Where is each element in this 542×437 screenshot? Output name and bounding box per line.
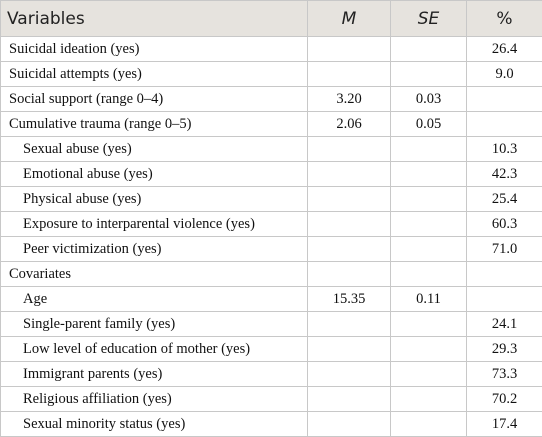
value-cell [391, 37, 467, 62]
value-cell [467, 112, 542, 137]
value-cell [308, 62, 391, 87]
value-cell [308, 337, 391, 362]
value-cell: 15.35 [308, 287, 391, 312]
value-cell: 60.3 [467, 212, 542, 237]
value-cell [391, 262, 467, 287]
value-cell [391, 387, 467, 412]
value-cell: 29.3 [467, 337, 542, 362]
value-cell [308, 387, 391, 412]
table-row: Suicidal ideation (yes) 26.4 [1, 37, 542, 62]
row-label: Immigrant parents (yes) [1, 362, 308, 387]
table-row: Sexual abuse (yes) 10.3 [1, 137, 542, 162]
table-row: Peer victimization (yes) 71.0 [1, 237, 542, 262]
value-cell [308, 362, 391, 387]
value-cell [308, 37, 391, 62]
table-row: Physical abuse (yes) 25.4 [1, 187, 542, 212]
row-label: Sexual abuse (yes) [1, 137, 308, 162]
value-cell: 42.3 [467, 162, 542, 187]
row-label: Covariates [1, 262, 308, 287]
value-cell [391, 187, 467, 212]
value-cell: 0.03 [391, 87, 467, 112]
value-cell [391, 362, 467, 387]
value-cell [467, 87, 542, 112]
header-row: Variables M SE % [1, 1, 542, 37]
value-cell: 25.4 [467, 187, 542, 212]
value-cell [391, 137, 467, 162]
value-cell [308, 262, 391, 287]
row-label: Peer victimization (yes) [1, 237, 308, 262]
row-label: Emotional abuse (yes) [1, 162, 308, 187]
value-cell: 70.2 [467, 387, 542, 412]
table-row: Single-parent family (yes) 24.1 [1, 312, 542, 337]
value-cell [308, 137, 391, 162]
row-label: Single-parent family (yes) [1, 312, 308, 337]
row-label: Age [1, 287, 308, 312]
value-cell [391, 62, 467, 87]
value-cell: 0.11 [391, 287, 467, 312]
table-row: Religious affiliation (yes) 70.2 [1, 387, 542, 412]
value-cell [391, 212, 467, 237]
value-cell: 24.1 [467, 312, 542, 337]
value-cell: 17.4 [467, 412, 542, 437]
row-label: Exposure to interparental violence (yes) [1, 212, 308, 237]
value-cell: 9.0 [467, 62, 542, 87]
row-label: Sexual minority status (yes) [1, 412, 308, 437]
value-cell [308, 412, 391, 437]
table-row: Sexual minority status (yes) 17.4 [1, 412, 542, 437]
value-cell: 26.4 [467, 37, 542, 62]
row-label: Physical abuse (yes) [1, 187, 308, 212]
value-cell [308, 162, 391, 187]
row-label: Low level of education of mother (yes) [1, 337, 308, 362]
header-cell: SE [391, 1, 467, 37]
table-row: Exposure to interparental violence (yes)… [1, 212, 542, 237]
table-row: Low level of education of mother (yes) 29… [1, 337, 542, 362]
header-cell: % [467, 1, 542, 37]
value-cell [391, 162, 467, 187]
value-cell [308, 312, 391, 337]
value-cell: 2.06 [308, 112, 391, 137]
value-cell [308, 212, 391, 237]
value-cell: 3.20 [308, 87, 391, 112]
value-cell: 10.3 [467, 137, 542, 162]
row-label: Suicidal attempts (yes) [1, 62, 308, 87]
header-cell: Variables [1, 1, 308, 37]
value-cell: 71.0 [467, 237, 542, 262]
row-label: Cumulative trauma (range 0–5) [1, 112, 308, 137]
value-cell [308, 237, 391, 262]
header-cell: M [308, 1, 391, 37]
table-row: Suicidal attempts (yes) 9.0 [1, 62, 542, 87]
table-row: Emotional abuse (yes) 42.3 [1, 162, 542, 187]
table-row: Immigrant parents (yes) 73.3 [1, 362, 542, 387]
value-cell: 0.05 [391, 112, 467, 137]
value-cell [391, 412, 467, 437]
table-row: Covariates [1, 262, 542, 287]
value-cell [467, 287, 542, 312]
value-cell [308, 187, 391, 212]
value-cell: 73.3 [467, 362, 542, 387]
row-label: Religious affiliation (yes) [1, 387, 308, 412]
value-cell [391, 337, 467, 362]
value-cell [467, 262, 542, 287]
value-cell [391, 237, 467, 262]
row-label: Suicidal ideation (yes) [1, 37, 308, 62]
value-cell [391, 312, 467, 337]
row-label: Social support (range 0–4) [1, 87, 308, 112]
